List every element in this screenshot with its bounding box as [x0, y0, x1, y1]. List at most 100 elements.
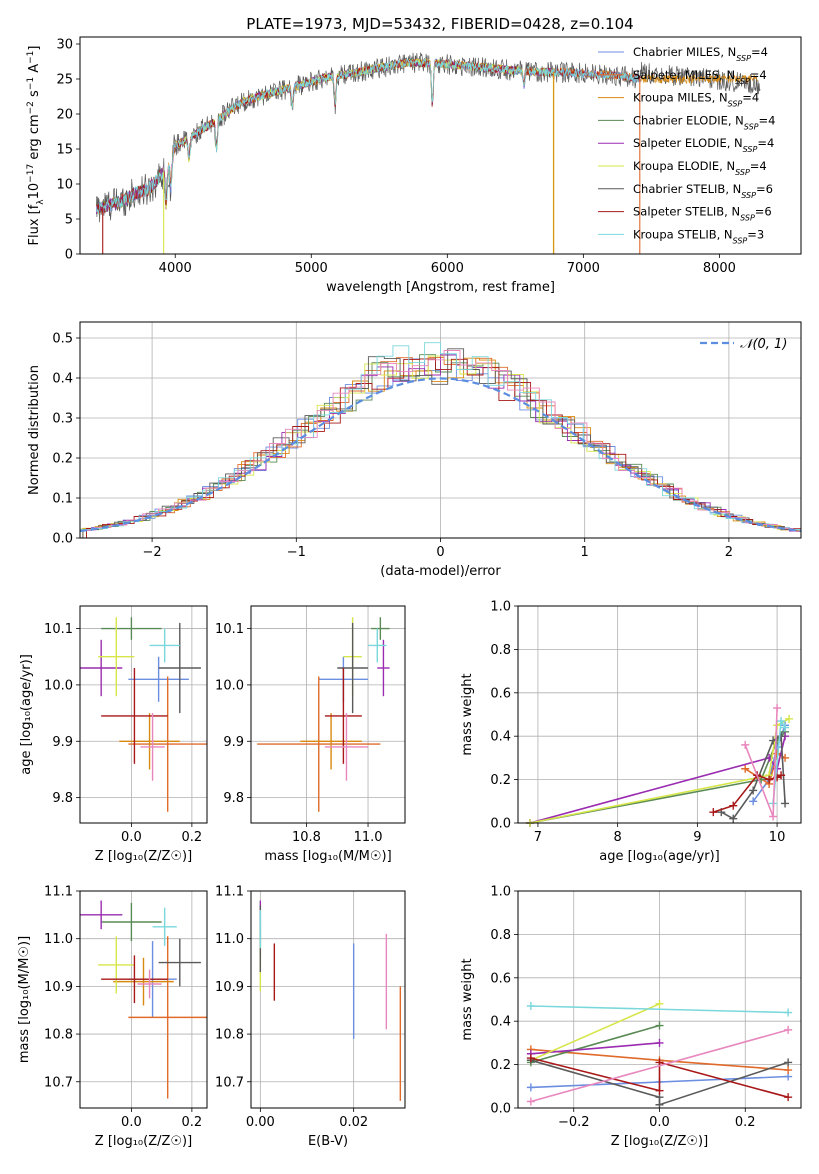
error-bar-chabrier-elodie [371, 617, 390, 640]
series-line [530, 1042, 660, 1055]
legend-label: Kroupa STELIB, NSSP=3 [633, 227, 764, 245]
residual-histogram-panel: −2 −1 0 1 2 0.0 0.1 0.2 0.3 0.4 0.5 (data-model)/er… [27, 321, 802, 579]
histogram-step-pink [79, 350, 801, 538]
x-axis-label: (data-model)/error [380, 564, 501, 579]
data-point-marker [784, 1066, 793, 1075]
age-vs-mass-panel: 10.8 11.0 9.8 9.9 10.0 10.1 mass [log₁₀(M/M☉)] [215, 605, 406, 864]
error-bar-kroupa-stelib [149, 628, 180, 663]
x-axis-label: Z [log₁₀(Z/Z☉)] [611, 1134, 708, 1149]
axes-frame [79, 605, 208, 824]
series-line [530, 1029, 789, 1103]
error-bar-chabrier-miles [128, 656, 189, 702]
x-tick-label: 7 [534, 830, 542, 845]
data-point-marker [784, 1093, 793, 1102]
axes-frame [79, 36, 802, 255]
salpeter-stelib-spectrum-line [96, 59, 641, 214]
figure-title: PLATE=1973, MJD=53432, FIBERID=0428, z=0… [246, 15, 633, 33]
y-tick-label: 0.3 [52, 412, 73, 427]
series-pink [526, 1025, 793, 1106]
x-axis-label: Z [log₁₀(Z/Z☉)] [95, 1134, 192, 1149]
y-tick-label: 5 [65, 213, 73, 228]
error-bar-chabrier-stelib [158, 938, 201, 987]
data-point-marker [785, 714, 794, 723]
x-tick-label: 10 [769, 830, 786, 845]
error-bar-kroupa-elodie [98, 936, 135, 994]
y-tick-label: 11.0 [215, 932, 244, 947]
data-point-marker [777, 771, 786, 780]
y-tick-label: 10.1 [44, 622, 73, 637]
y-tick-label: 0.2 [490, 1058, 511, 1073]
data-point-marker [784, 1008, 793, 1017]
y-axis-label: Normed distribution [27, 365, 42, 495]
data-point-marker [777, 732, 786, 741]
spectrum-panel: 4000 5000 6000 7000 8000 0 5 10 15 20 25 30 waveleng… [26, 36, 802, 295]
data-point-marker [655, 1086, 664, 1095]
y-tick-label: 10.1 [215, 622, 244, 637]
y-tick-label: 0.8 [490, 643, 511, 658]
y-tick-label: 9.8 [52, 791, 73, 806]
error-bar-pink [140, 713, 165, 781]
data-point-marker [741, 764, 750, 773]
y-tick-label: 11.0 [44, 932, 73, 947]
x-tick-label: 8000 [703, 261, 736, 276]
axes-frame [517, 605, 802, 824]
series-line [720, 734, 786, 820]
data-point-marker [526, 1002, 535, 1011]
y-axis-label: mass weight [460, 673, 475, 755]
data-point-marker [765, 775, 774, 784]
y-tick-label: 10.7 [44, 1075, 73, 1090]
series-line [530, 1057, 789, 1098]
y-tick-label: 10.9 [215, 980, 244, 995]
y-tick-label: 0.6 [490, 686, 511, 701]
error-bar-chabrier-stelib [337, 622, 369, 714]
error-bar-salpeter-stelib [324, 668, 362, 764]
y-tick-label: 10.0 [215, 678, 244, 693]
data-point-marker [526, 1083, 535, 1092]
error-bar-chabrier-elodie [101, 617, 162, 640]
data-point-marker [729, 814, 738, 823]
axes-frame [79, 321, 802, 539]
y-axis-label: age [log₁₀(age/yr)] [19, 654, 34, 775]
data-point-marker [749, 797, 758, 806]
x-tick-label: 11.0 [354, 830, 383, 845]
error-bar-kroupa-miles [113, 957, 174, 1006]
legend-label: Chabrier MILES, NSSP=4 [633, 45, 768, 63]
series-chabrier-stelib [526, 1056, 793, 1109]
error-bars [257, 617, 390, 812]
data-point-marker [769, 812, 778, 821]
error-bar-salpeter-elodie [80, 900, 123, 930]
data-point-marker [749, 786, 758, 795]
error-bar-pink [137, 969, 162, 999]
data-point-marker [526, 1054, 535, 1063]
mass-vs-metallicity-panel: 0.0 0.2 10.7 10.8 10.9 11.0 11.1 Z [log₁₀(Z/Z☉)… [17, 885, 208, 1149]
series-chabrier-elodie [525, 727, 790, 827]
legend-label: Chabrier STELIB, NSSP=6 [633, 182, 773, 200]
series-kroupa-elodie [525, 714, 794, 827]
legend-label: Salpeter MILES, NSSP=4 [633, 68, 767, 86]
y-tick-label: 0 [65, 248, 73, 263]
mass-weight-vs-age-panel: 7 8 9 10 0.0 0.2 0.4 0.6 0.8 1.0 age [log₁₀(age/yr… [460, 600, 802, 864]
y-tick-label: 0.1 [52, 492, 73, 507]
x-tick-label: 0.0 [121, 830, 142, 845]
x-tick-label: 0.00 [246, 1115, 275, 1130]
error-bar-chabrier-stelib [158, 622, 201, 714]
y-tick-label: 9.8 [223, 791, 244, 806]
data-point-marker [655, 1038, 664, 1047]
legend-label: Kroupa MILES, NSSP=4 [633, 91, 759, 109]
error-bar-kroupa-miles [119, 713, 180, 770]
y-tick-label: 25 [56, 73, 73, 88]
x-tick-label: 5000 [295, 261, 328, 276]
y-tick-label: 11.1 [44, 885, 73, 900]
data-point-marker [784, 1025, 793, 1034]
y-tick-label: 0.0 [490, 1102, 511, 1117]
error-bar-salpeter-miles [128, 936, 207, 1099]
y-tick-label: 10.8 [44, 1028, 73, 1043]
x-tick-label: 2 [725, 545, 733, 560]
y-tick-label: 0.2 [52, 452, 73, 467]
series-salpeter-stelib [526, 1054, 793, 1102]
error-bar-salpeter-miles [128, 676, 207, 812]
y-tick-label: 0.0 [52, 532, 73, 547]
histogram-step-kroupa-miles [82, 357, 801, 538]
x-tick-label: 0.0 [121, 1115, 142, 1130]
